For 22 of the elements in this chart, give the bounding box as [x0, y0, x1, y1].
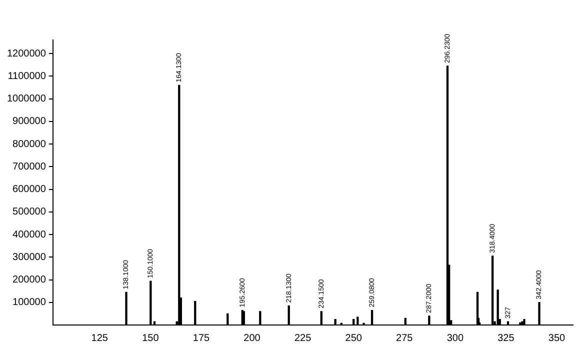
x-tick-label: 275: [396, 332, 414, 344]
x-tick-label: 250: [345, 332, 362, 344]
y-tick-label: 200000: [12, 274, 46, 286]
y-tick-label: 1000000: [6, 94, 46, 105]
y-tick-label: 1100000: [8, 70, 46, 82]
y-tick-label: 500000: [12, 206, 46, 218]
x-tick-label: 200: [244, 332, 261, 344]
x-tick-label: 350: [548, 332, 566, 344]
y-tick-label: 700000: [12, 161, 46, 172]
x-tick-label: 150: [142, 332, 160, 344]
y-tick-label: 400000: [12, 229, 46, 240]
x-tick-label: 325: [498, 332, 515, 344]
y-tick-label: 100000: [12, 297, 46, 308]
y-tick-label: 600000: [12, 184, 46, 196]
x-tick-label: 125: [91, 332, 108, 344]
y-tick-label: 1200000: [6, 48, 46, 60]
x-tick-label: 225: [294, 332, 312, 344]
y-tick-label: 300000: [12, 252, 46, 263]
x-tick-label: 175: [192, 332, 210, 344]
y-tick-label: 800000: [12, 138, 46, 150]
y-tick-label: 900000: [12, 116, 46, 128]
x-tick-label: 300: [446, 332, 464, 344]
